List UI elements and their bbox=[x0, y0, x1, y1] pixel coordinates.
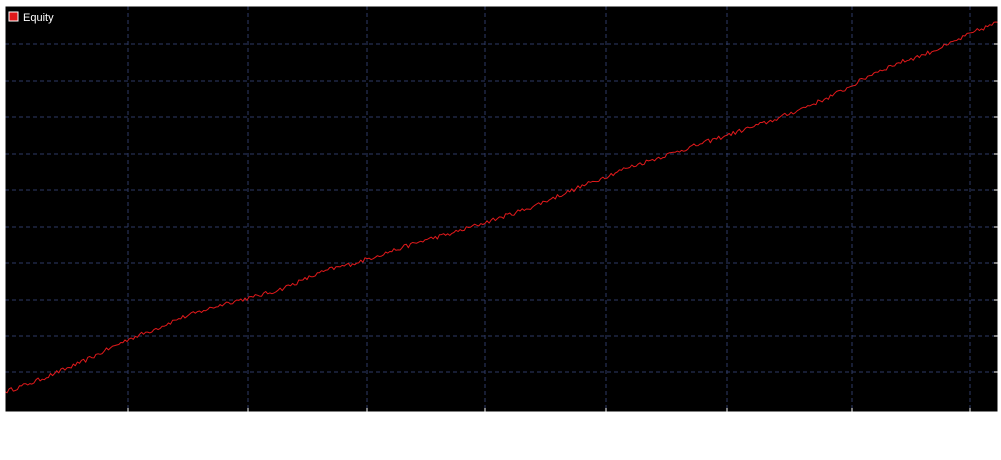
series-layer bbox=[4, 21, 999, 394]
plot-area bbox=[5, 6, 998, 412]
plot-frame bbox=[4, 5, 999, 413]
legend: Equity bbox=[8, 11, 54, 24]
grid-layer bbox=[5, 6, 998, 412]
legend-swatch bbox=[8, 11, 19, 22]
ticks-layer bbox=[127, 43, 998, 412]
legend-label: Equity bbox=[23, 12, 54, 24]
series-line-equity bbox=[4, 21, 999, 394]
